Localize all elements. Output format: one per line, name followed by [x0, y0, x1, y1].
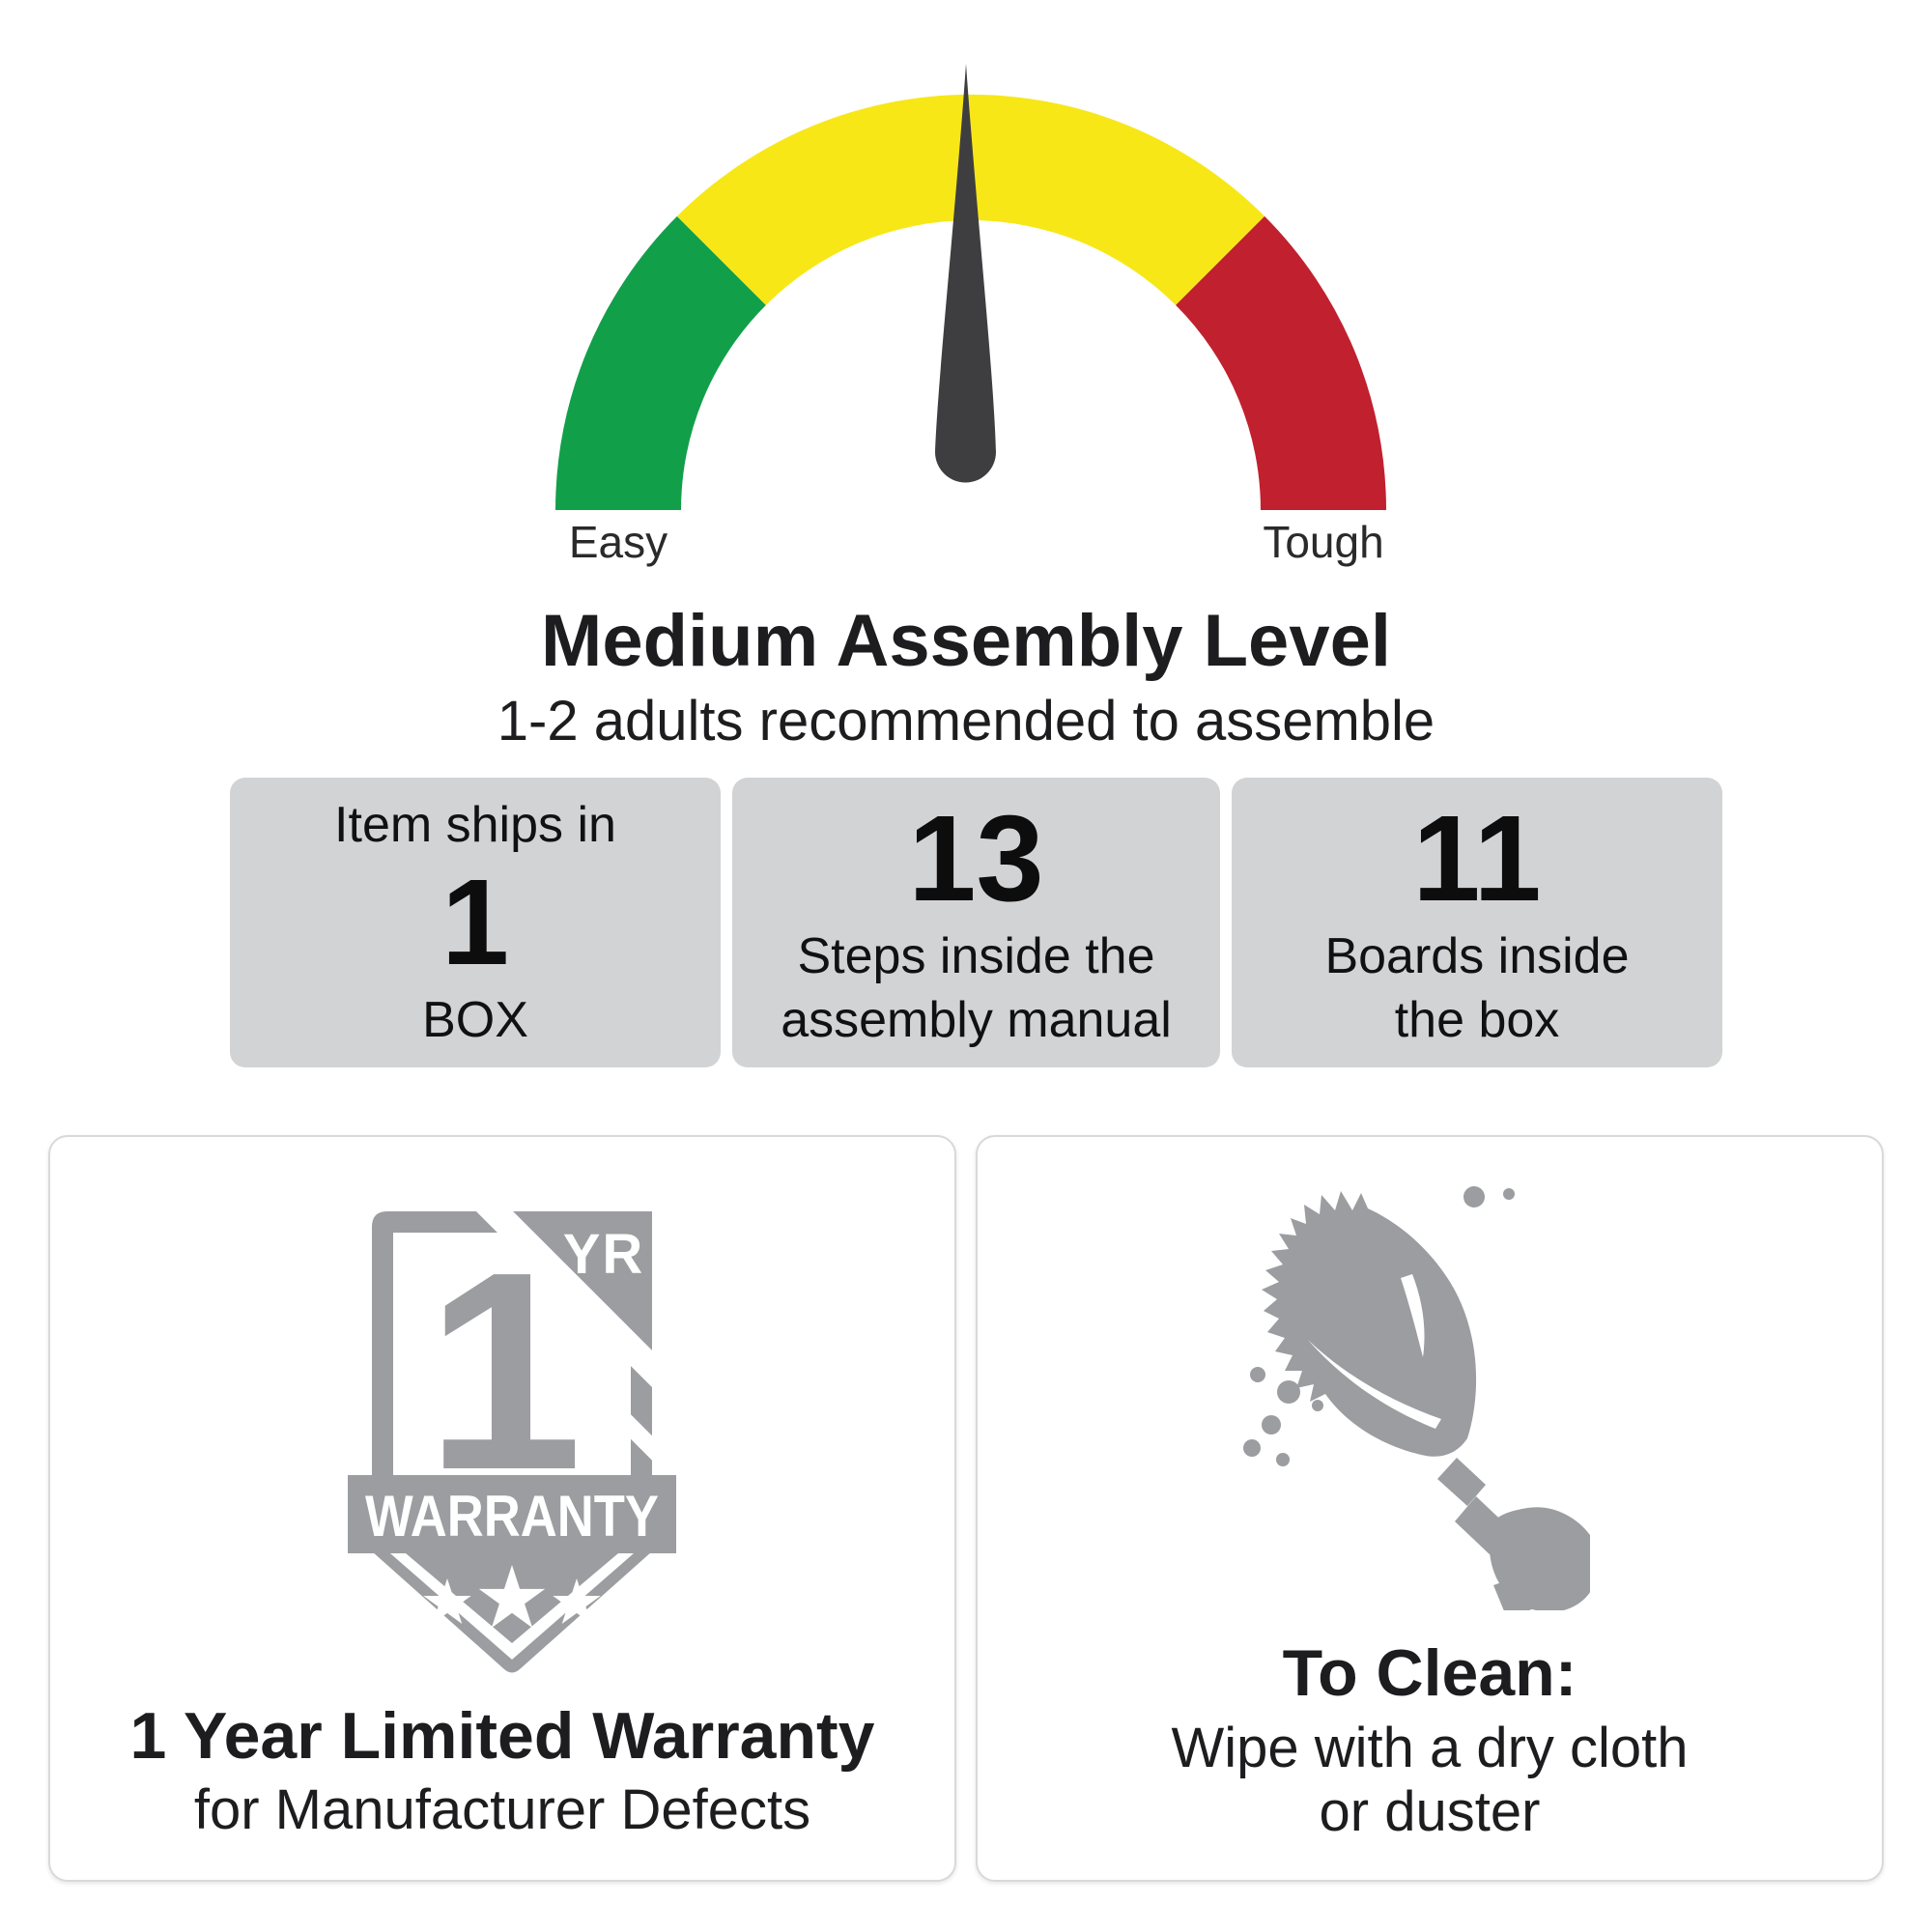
gauge-label-tough: Tough — [1263, 517, 1384, 567]
gauge-green-segment — [555, 215, 766, 510]
box-line: Boards inside — [1324, 928, 1630, 984]
gauge-red-segment — [1176, 215, 1386, 510]
boards-box: 11 Boards inside the box — [1232, 778, 1722, 1067]
warranty-badge-icon: 1 YR WARRANTY — [348, 1211, 676, 1673]
assembly-level-subtitle: 1-2 adults recommended to assemble — [497, 690, 1435, 753]
box-line: Steps inside the — [797, 928, 1155, 984]
clean-title: To Clean: — [1282, 1636, 1577, 1710]
box-number: 1 — [440, 854, 510, 990]
warranty-title: 1 Year Limited Warranty — [129, 1699, 875, 1773]
ships-in-box: Item ships in 1 BOX — [230, 778, 721, 1067]
difficulty-gauge — [555, 64, 1386, 510]
duster-icon — [1243, 1186, 1590, 1610]
clean-line1: Wipe with a dry cloth — [1171, 1717, 1689, 1779]
box-line: the box — [1394, 992, 1560, 1048]
box-line: BOX — [422, 992, 528, 1048]
box-line: assembly manual — [781, 992, 1172, 1048]
assembly-level-title: Medium Assembly Level — [541, 600, 1391, 682]
cleaning-card: To Clean: Wipe with a dry cloth or duste… — [976, 1135, 1884, 1882]
box-number: 11 — [1412, 790, 1542, 926]
box-number: 13 — [908, 790, 1044, 926]
box-pre-label: Item ships in — [334, 797, 616, 853]
warranty-card: 1 YR WARRANTY 1 Year Limited Warranty fo… — [48, 1135, 956, 1882]
steps-box: 13 Steps inside the assembly manual — [732, 778, 1220, 1067]
badge-banner-label: WARRANTY — [365, 1484, 659, 1548]
badge-yr-label: YR — [563, 1223, 645, 1286]
gauge-needle-icon — [935, 64, 996, 483]
gauge-label-easy: Easy — [568, 517, 668, 567]
warranty-subtitle: for Manufacturer Defects — [193, 1778, 811, 1841]
clean-line2: or duster — [1319, 1780, 1541, 1843]
